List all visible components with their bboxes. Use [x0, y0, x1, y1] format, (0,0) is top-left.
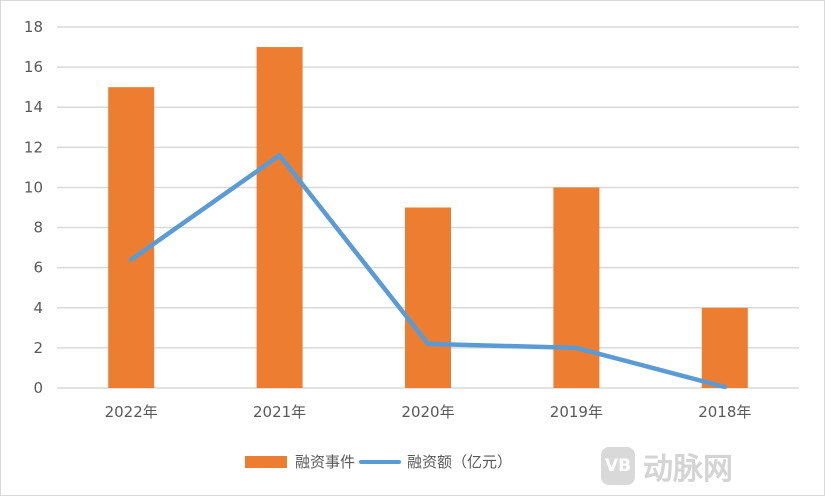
watermark-logo-icon: VB — [601, 447, 635, 485]
x-tick-label: 2022年 — [105, 403, 158, 421]
y-tick-label: 2 — [33, 339, 43, 357]
combo-chart: 0 2 4 6 8 10 12 14 16 18 2022年 2021年 2020年 2019年 2018年 — [24, 18, 799, 421]
y-tick-label: 12 — [24, 138, 43, 156]
watermark: VB 动脉网 — [601, 444, 733, 488]
y-tick-label: 8 — [33, 219, 43, 237]
legend-label-events: 融资事件 — [295, 453, 356, 471]
line-series — [128, 153, 728, 390]
watermark-text: 动脉网 — [643, 452, 733, 487]
x-tick-label: 2021年 — [253, 403, 306, 421]
legend-swatch-bar — [245, 455, 287, 468]
y-tick-label: 0 — [33, 379, 43, 397]
bar — [405, 207, 451, 388]
y-tick-label: 16 — [24, 58, 43, 76]
y-tick-label: 18 — [24, 18, 43, 36]
y-tick-label: 6 — [33, 259, 43, 277]
y-tick-label: 4 — [33, 299, 43, 317]
bar — [108, 87, 155, 389]
y-tick-label: 14 — [24, 98, 43, 116]
x-tick-label: 2019年 — [550, 403, 603, 421]
x-tick-label: 2018年 — [698, 403, 751, 421]
bar — [701, 307, 748, 388]
legend: 融资事件 融资额（亿元） — [245, 451, 512, 472]
legend-label-amount: 融资额（亿元） — [407, 453, 513, 471]
bar — [256, 47, 303, 389]
y-tick-label: 10 — [24, 178, 43, 196]
x-tick-label: 2020年 — [401, 403, 454, 421]
legend-swatch-line — [359, 459, 402, 464]
bar — [553, 187, 600, 388]
